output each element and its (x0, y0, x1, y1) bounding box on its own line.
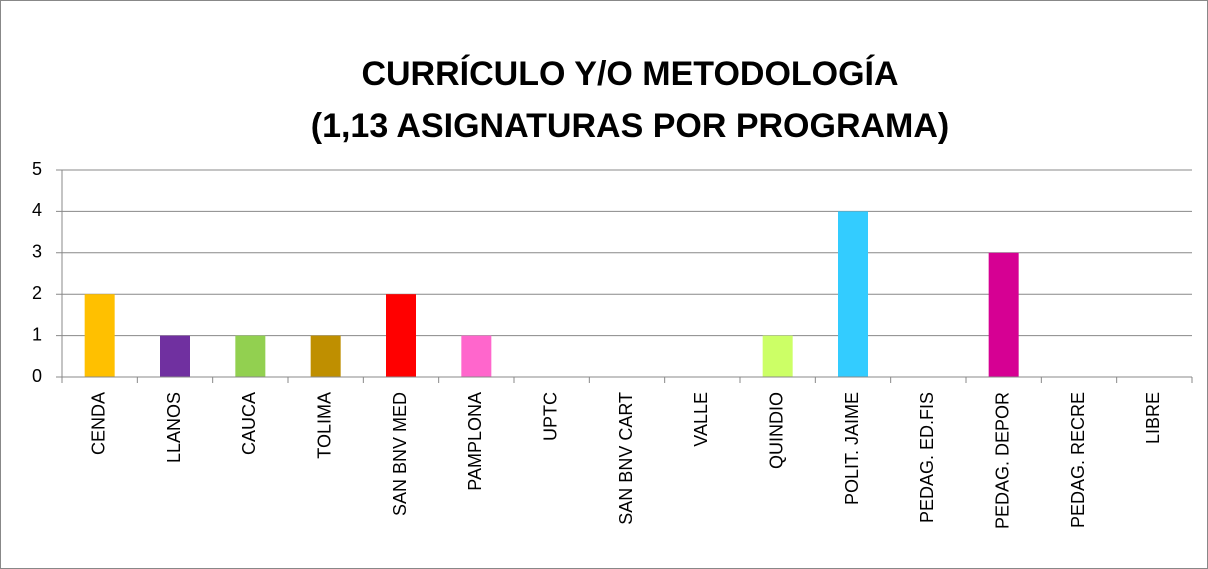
x-tick-label: POLIT. JAIME (842, 392, 862, 505)
y-tick-label: 2 (32, 283, 42, 303)
x-tick-label: LIBRE (1143, 392, 1163, 444)
bar (310, 335, 341, 377)
chart-title: CURRÍCULO Y/O METODOLOGÍA (361, 55, 898, 93)
y-tick-label: 0 (32, 366, 42, 386)
x-tick-label: PEDAG. RECRE (1068, 392, 1088, 528)
x-tick-label: CAUCA (239, 392, 259, 455)
x-tick-label: PEDAG. ED.FIS (917, 392, 937, 523)
y-tick-label: 5 (32, 159, 42, 179)
x-tick-label: QUINDIO (766, 392, 786, 469)
bar (762, 335, 793, 377)
y-tick-label: 4 (32, 200, 42, 220)
x-tick-label: SAN BNV MED (390, 392, 410, 516)
x-tick-label: SAN BNV CART (616, 392, 636, 525)
y-tick-label: 1 (32, 324, 42, 344)
x-tick-label: PEDAG. DEPOR (992, 392, 1012, 529)
bar (386, 294, 416, 377)
x-tick-label: CENDA (88, 392, 108, 455)
bar (84, 294, 115, 377)
y-tick-label: 3 (32, 242, 42, 262)
bar (461, 335, 492, 377)
x-tick-label: VALLE (691, 392, 711, 447)
x-tick-label: TOLIMA (314, 392, 334, 459)
bar (838, 211, 868, 377)
x-tick-label: UPTC (540, 392, 560, 441)
chart-title: (1,13 ASIGNATURAS POR PROGRAMA) (311, 107, 950, 145)
bar (988, 252, 1019, 377)
bar (235, 335, 266, 377)
x-tick-label: LLANOS (164, 392, 184, 463)
bar (160, 335, 190, 377)
x-tick-label: PAMPLONA (465, 392, 485, 491)
